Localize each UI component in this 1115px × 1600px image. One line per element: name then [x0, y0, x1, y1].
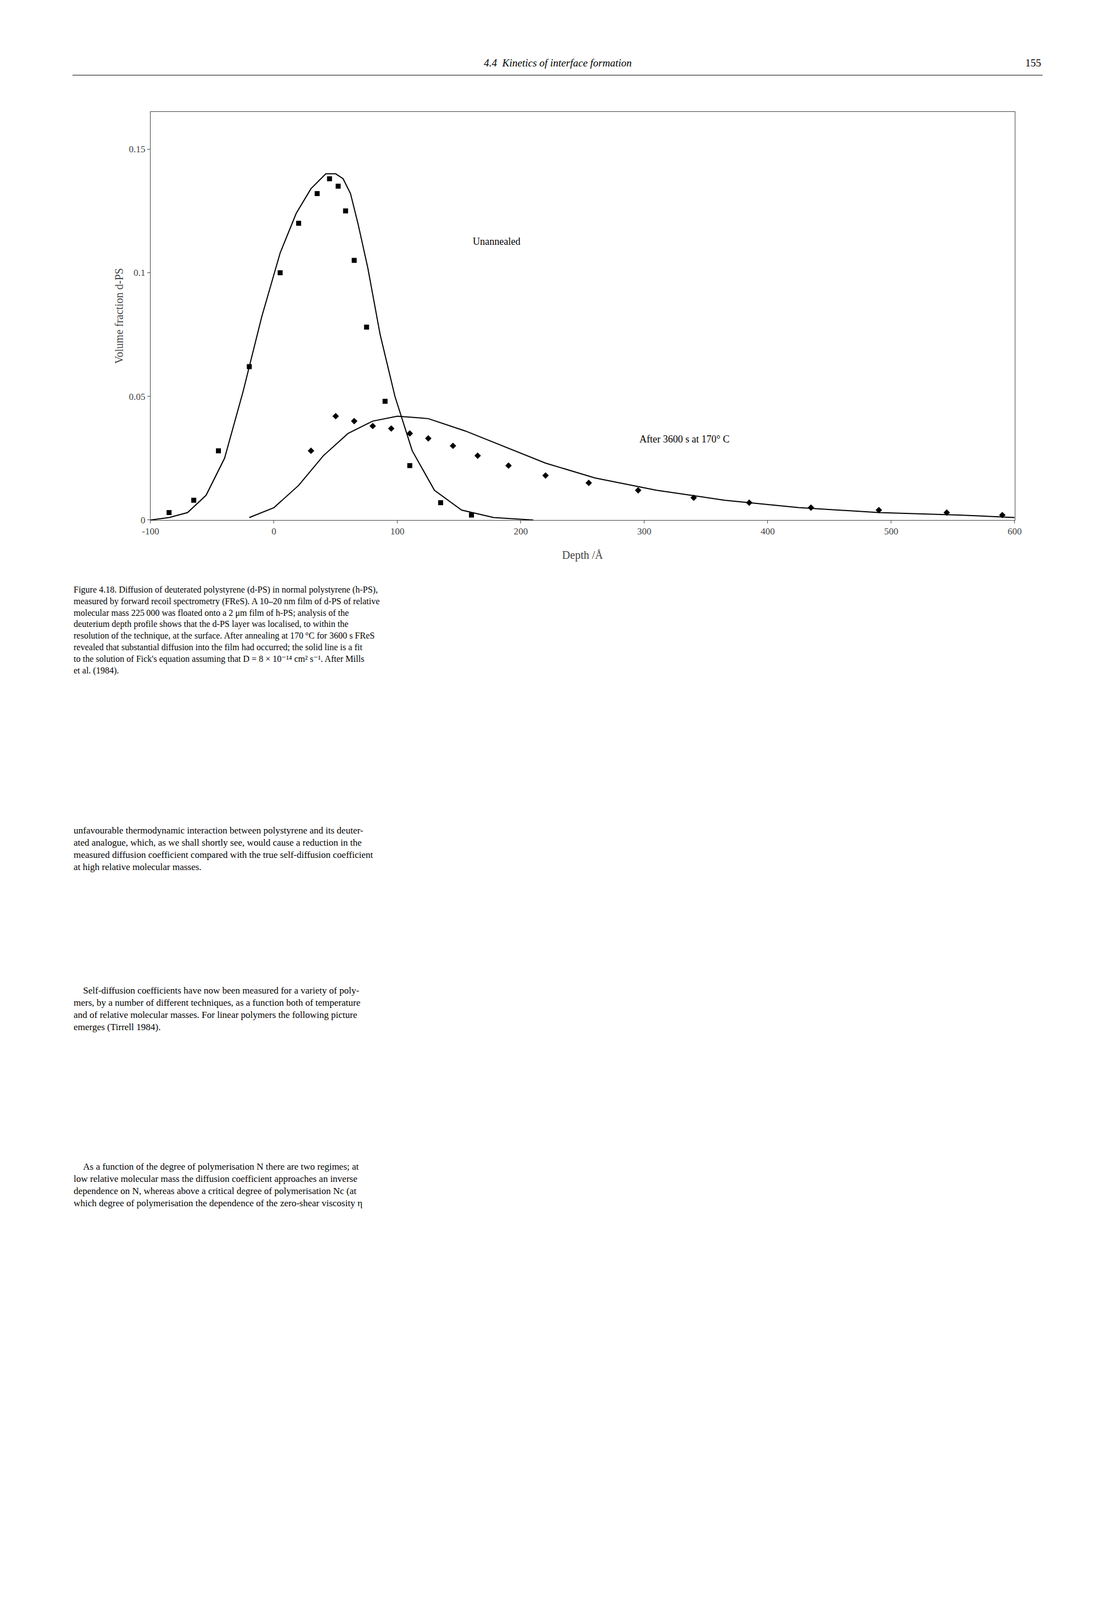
svg-text:unfavourable thermodynamic int: unfavourable thermodynamic interaction b… — [73, 824, 374, 872]
svg-text:0.05: 0.05 — [128, 391, 146, 402]
svg-text:300: 300 — [637, 525, 652, 537]
svg-text:500: 500 — [884, 525, 899, 537]
svg-text:4.4 Kinetics of interface for: 4.4 Kinetics of interface formation — [483, 57, 632, 69]
svg-text:400: 400 — [760, 525, 776, 537]
svg-text:Figure 4.18. Diffusion of deut: Figure 4.18. Diffusion of deuterated pol… — [73, 584, 380, 676]
svg-text:0.15: 0.15 — [128, 143, 146, 155]
svg-text:Unannealed: Unannealed — [472, 235, 521, 247]
svg-text:Volume fraction d-PS: Volume fraction d-PS — [112, 267, 126, 364]
svg-text:0.1: 0.1 — [133, 267, 146, 278]
svg-text:0: 0 — [271, 525, 277, 537]
svg-text:Self-diffusion coefficients ha: Self-diffusion coefficients have now bee… — [73, 984, 361, 1032]
svg-text:Depth /Å: Depth /Å — [561, 548, 603, 562]
svg-text:-100: -100 — [141, 525, 159, 537]
svg-text:0: 0 — [140, 514, 146, 526]
svg-text:After 3600 s at 170° C: After 3600 s at 170° C — [639, 433, 730, 445]
svg-text:600: 600 — [1007, 525, 1022, 537]
svg-text:As a function of the degree of: As a function of the degree of polymeris… — [73, 1160, 363, 1209]
svg-text:100: 100 — [390, 525, 405, 537]
svg-text:200: 200 — [513, 525, 529, 537]
svg-text:155: 155 — [1025, 57, 1042, 69]
